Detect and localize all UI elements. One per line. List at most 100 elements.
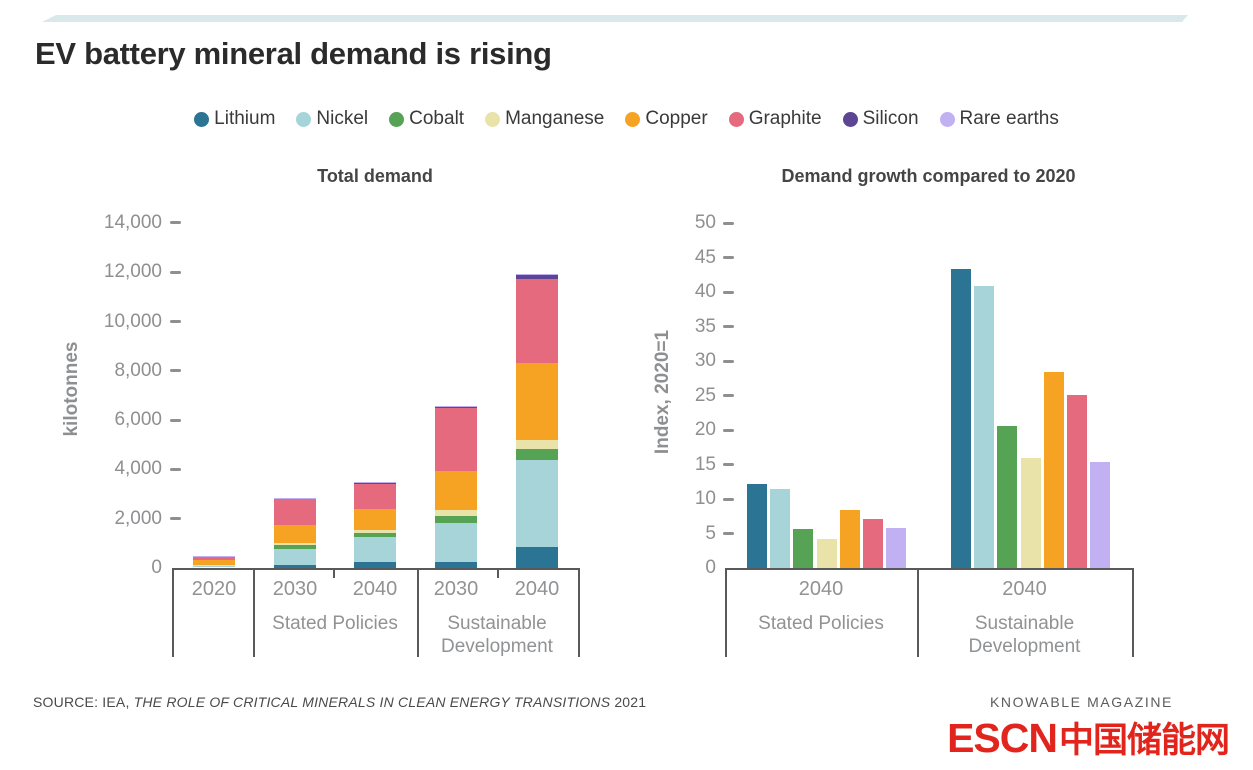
y-tick-mark (723, 221, 734, 225)
x-tick-label: 2030 (272, 578, 318, 600)
group-divider (1132, 568, 1134, 657)
bar-manganese (816, 539, 837, 568)
legend-dot-icon (842, 111, 858, 127)
inner-tick (333, 568, 335, 578)
bar-lithium (951, 268, 971, 568)
y-tick-label: 25 (694, 384, 716, 406)
left-chart-title: Total demand (317, 166, 433, 186)
x-tick-label: 2040 (352, 578, 398, 600)
y-tick-label: 15 (694, 453, 716, 475)
bar-cobalt (997, 425, 1018, 568)
y-tick-mark (170, 221, 181, 225)
page-title: EV battery mineral demand is rising (35, 36, 552, 71)
group-divider (417, 568, 419, 657)
group-label-stated-policies: Stated Policies (758, 613, 884, 634)
y-tick-label: 50 (694, 212, 716, 233)
bar-segment-copper (193, 559, 235, 565)
legend-item-manganese: Manganese (485, 108, 604, 130)
y-tick-mark (723, 325, 734, 328)
y-tick-mark (170, 467, 181, 471)
y-tick-label: 35 (694, 315, 716, 337)
legend-label: Cobalt (409, 108, 465, 129)
y-tick-label: 0 (151, 557, 162, 578)
bar-copper (1043, 372, 1064, 568)
bar-cobalt (793, 528, 814, 568)
y-tick-label: 14,000 (103, 211, 162, 233)
legend-label: Manganese (505, 108, 605, 129)
y-tick-mark (170, 418, 181, 422)
y-tick-mark (170, 270, 181, 274)
bar-segment-nickel (435, 523, 477, 563)
legend-item-nickel: Nickel (296, 108, 368, 130)
legend-item-rare-earths: Rare earths (939, 108, 1059, 130)
legend-dot-icon (939, 111, 955, 127)
group-label-sustainable-development: Sustainable Development (441, 613, 553, 657)
bar-segment-nickel (516, 459, 558, 548)
y-tick-mark (723, 394, 734, 397)
y-tick-label: 10 (694, 488, 716, 509)
x-tick-label: 2040 (514, 578, 560, 600)
source-prefix: SOURCE: IEA, (33, 694, 134, 710)
watermark-cjk: 中国储能网 (1058, 721, 1230, 760)
y-tick-label: 20 (694, 419, 716, 440)
y-tick-label: 8,000 (114, 359, 162, 381)
legend-dot-icon (625, 111, 641, 127)
bar-segment-copper (516, 362, 558, 441)
y-tick-label: 6,000 (114, 409, 162, 431)
legend-item-graphite: Graphite (728, 108, 822, 130)
bar-segment-lithium (274, 564, 316, 568)
legend-item-cobalt: Cobalt (389, 108, 464, 130)
bar-segment-cobalt (516, 448, 558, 460)
y-tick-mark (170, 320, 181, 323)
legend-item-silicon: Silicon (842, 108, 919, 130)
x-axis-line (725, 568, 1132, 570)
bar-segment-manganese (274, 543, 316, 546)
group-divider (725, 568, 727, 657)
bar-segment-copper (274, 524, 316, 544)
group-divider (578, 568, 580, 657)
y-tick-mark (723, 428, 734, 432)
inner-tick (497, 568, 499, 578)
y-tick-mark (723, 256, 734, 259)
bar-segment-cobalt (435, 516, 477, 524)
legend-dot-icon (485, 111, 501, 127)
legend-label: Nickel (316, 108, 369, 129)
bar-segment-cobalt (193, 565, 235, 566)
legend-label: Rare earths (959, 108, 1059, 129)
bar-manganese (1020, 457, 1041, 568)
group-divider (253, 568, 255, 657)
y-tick-label: 0 (705, 557, 716, 578)
legend-dot-icon (194, 111, 210, 127)
legend-label: Copper (645, 108, 708, 129)
bar-segment-copper (354, 508, 396, 530)
right-chart-title: Demand growth compared to 2020 (781, 166, 1076, 186)
x-tick-label: 2040 (798, 578, 844, 600)
watermark-latin: ESCN (947, 715, 1058, 761)
bar-segment-lithium (354, 561, 396, 568)
group-label-stated-policies: Stated Policies (272, 613, 398, 634)
y-tick-mark (723, 497, 734, 501)
bar-segment-graphite (354, 482, 396, 509)
x-axis-line (172, 568, 578, 570)
bar-segment-cobalt (274, 545, 316, 549)
decorative-top-strip (42, 15, 1188, 22)
bar-segment-manganese (193, 564, 235, 566)
x-tick-label: 2020 (191, 578, 237, 600)
y-tick-label: 10,000 (103, 310, 162, 332)
bar-segment-lithium (516, 547, 558, 568)
y-tick-label: 45 (694, 246, 716, 268)
legend: Lithium Nickel Cobalt Manganese Copper Graphi… (0, 108, 1253, 130)
bar-segment-cobalt (354, 532, 396, 538)
y-tick-label: 4,000 (114, 458, 162, 480)
bar-segment-graphite (516, 278, 558, 363)
bar-copper (839, 510, 860, 568)
y-tick-mark (170, 517, 181, 521)
source-report-title: THE ROLE OF CRITICAL MINERALS IN CLEAN E… (133, 694, 611, 710)
y-tick-mark (170, 369, 181, 373)
y-tick-mark (723, 290, 734, 294)
watermark-logo: ESCN 中国储能网 (947, 712, 1230, 763)
group-divider (917, 568, 919, 657)
x-tick-label: 2030 (433, 578, 479, 600)
bar-graphite (1067, 394, 1087, 568)
bar-segment-rare-earths (435, 405, 477, 407)
